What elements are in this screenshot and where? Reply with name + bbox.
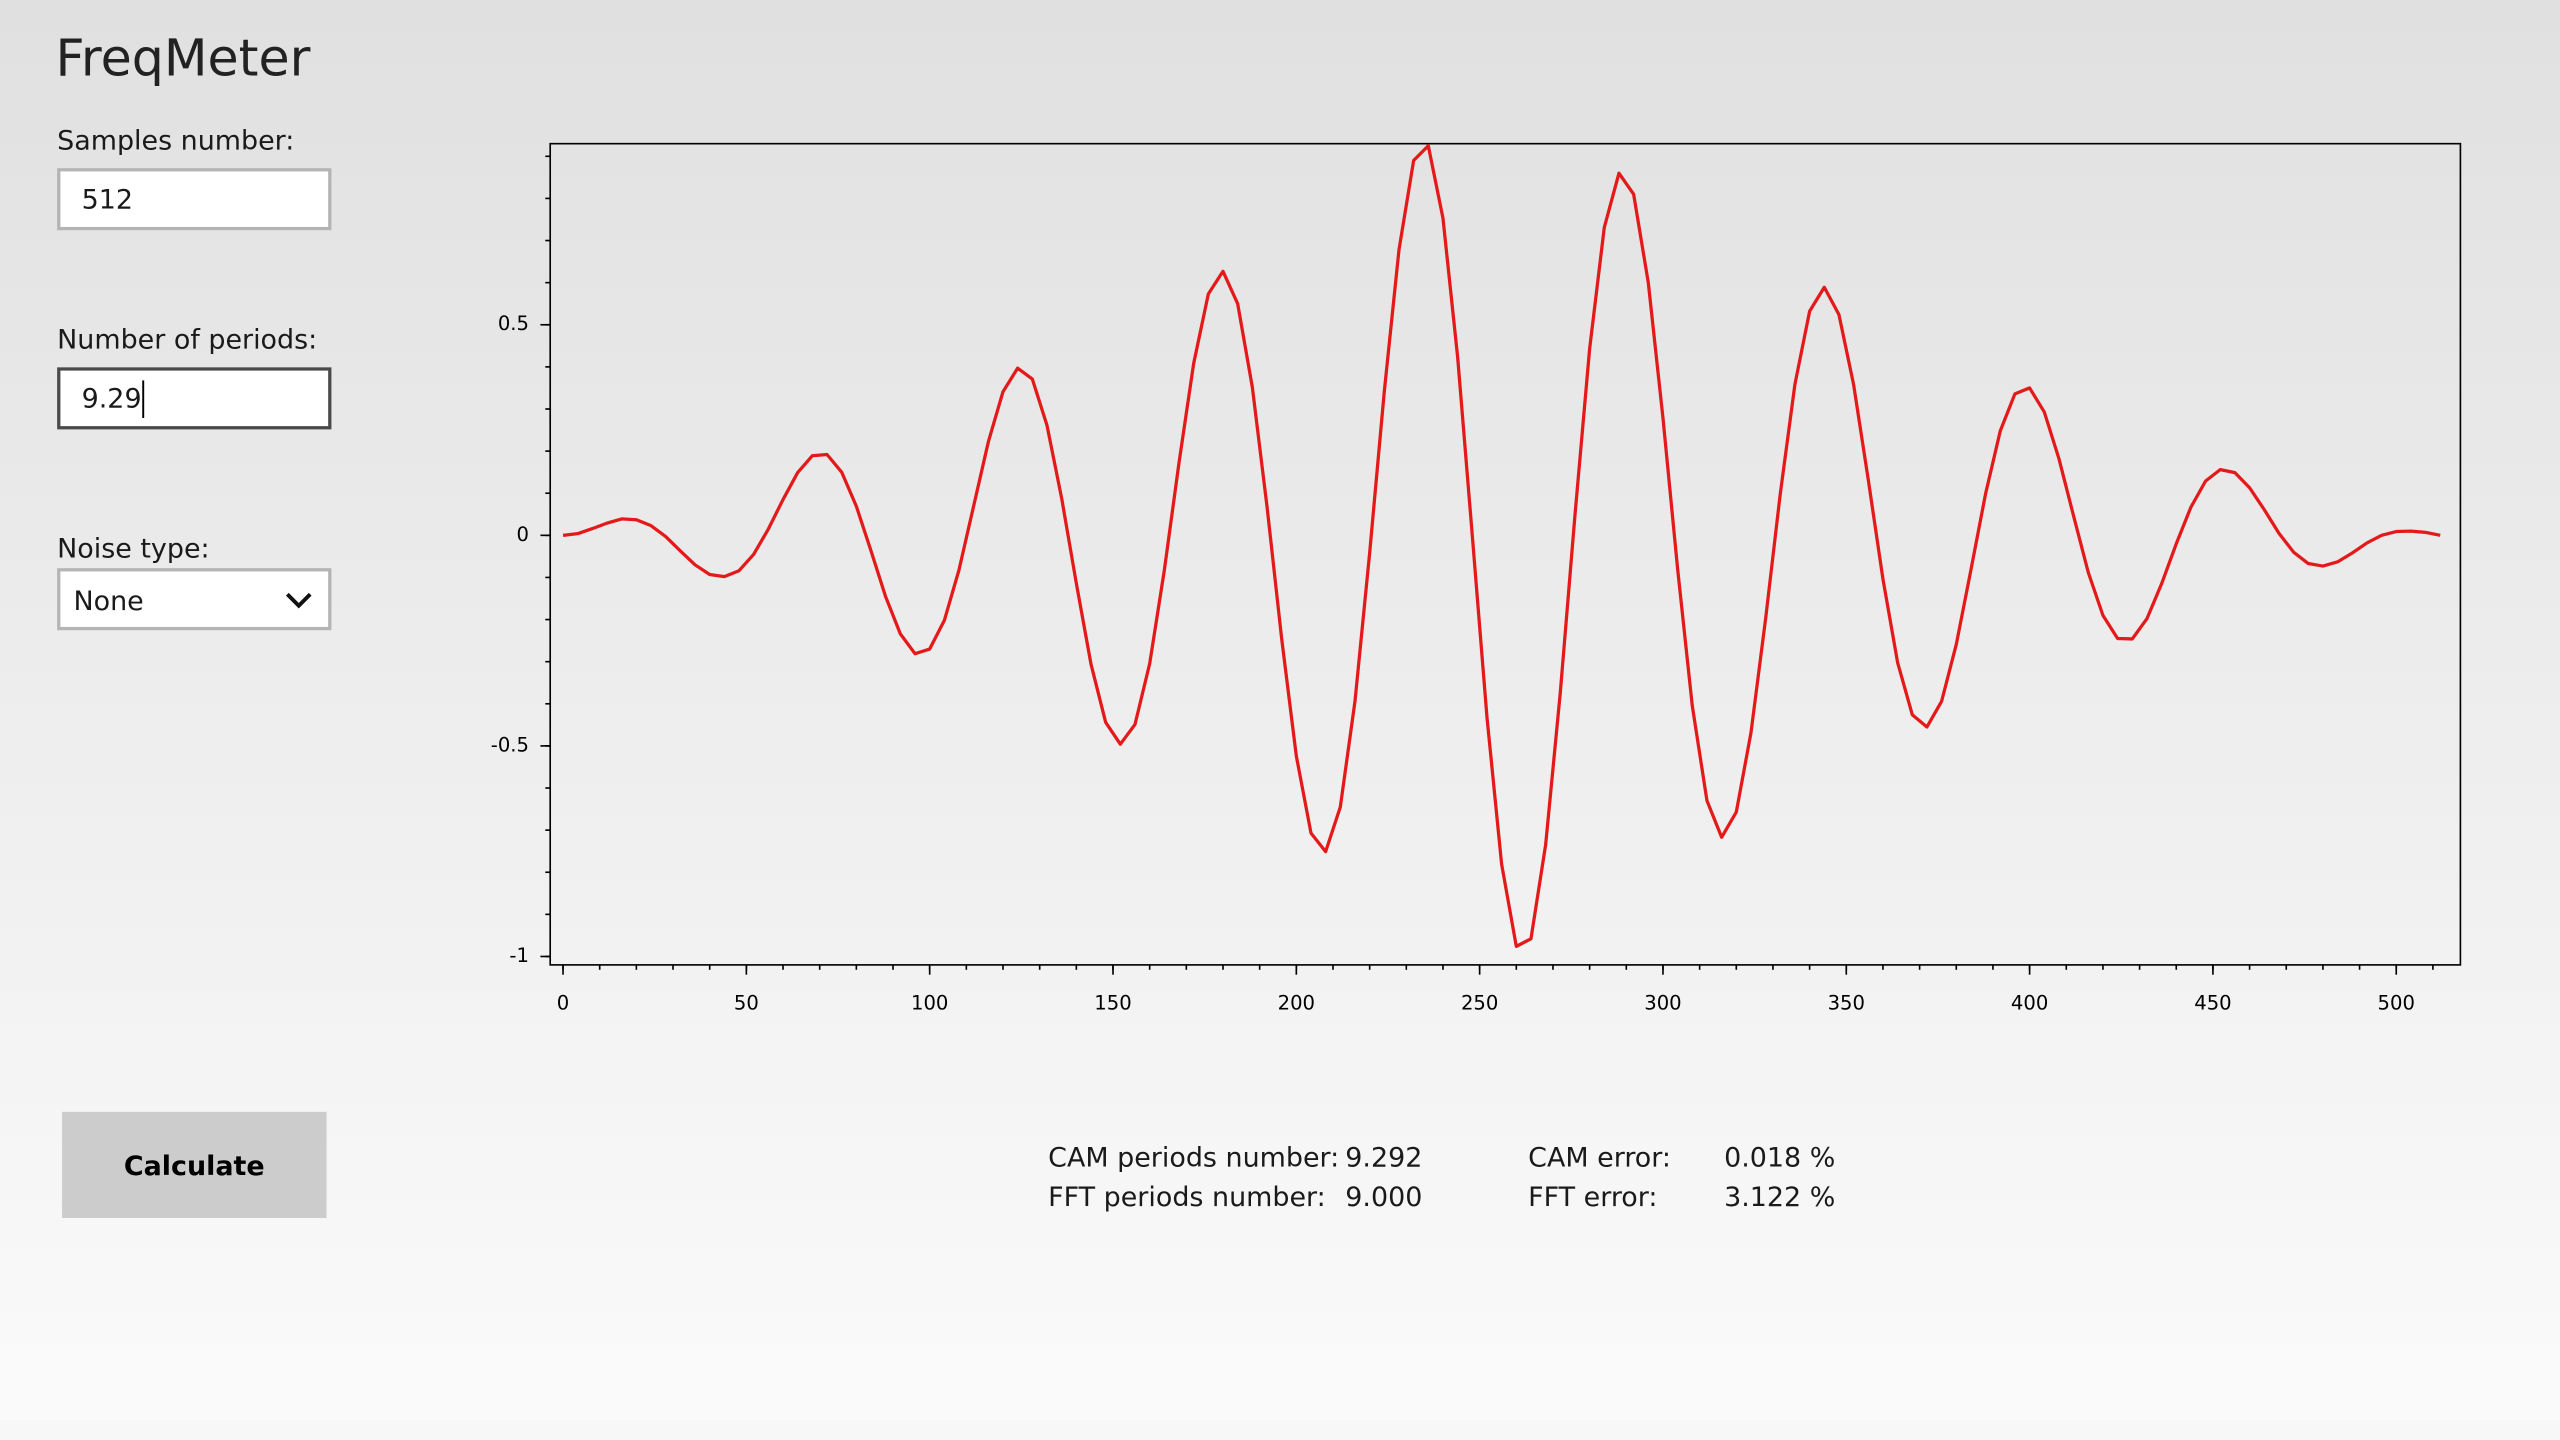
result-text: 3.122 % <box>1724 1182 1835 1213</box>
app-title: FreqMeter <box>56 29 311 88</box>
x-tick-label: 100 <box>911 992 948 1015</box>
y-tick-label: 0 <box>517 523 529 546</box>
x-tick-label: 400 <box>2011 992 2048 1015</box>
samples-input[interactable] <box>57 168 332 231</box>
calculate-button[interactable] <box>62 1111 327 1218</box>
x-tick-label: 350 <box>1828 992 1865 1015</box>
x-tick-label: 50 <box>734 992 759 1015</box>
y-tick-label: -0.5 <box>491 733 529 756</box>
x-tick-label: 450 <box>2194 992 2231 1015</box>
noise-value: None <box>73 586 143 617</box>
dropdown-chevron <box>285 592 312 609</box>
result-text: 9.000 <box>1345 1182 1422 1213</box>
x-tick-label: 300 <box>1644 992 1681 1015</box>
result-text: 9.292 <box>1345 1143 1422 1174</box>
signal-line <box>562 144 2441 948</box>
chart: -1 -0.5 0 0.5 0 50 100 150 200 250 300 350 400 450 500 <box>491 142 2462 1015</box>
result-text: 0.018 % <box>1724 1143 1835 1174</box>
result-text: CAM periods number: <box>1048 1143 1339 1174</box>
x-tick-label: 0 <box>557 992 569 1015</box>
periods-label: Number of periods: <box>57 325 317 356</box>
plot-frame <box>549 142 2462 966</box>
x-tick-label: 250 <box>1461 992 1498 1015</box>
result-text: CAM error: <box>1528 1143 1671 1174</box>
calculate-label: Calculate <box>124 1151 265 1182</box>
periods-value: 9.29 <box>82 383 142 414</box>
results: CAM periods number: 9.292 CAM error: 0.018 … <box>1048 1143 1835 1213</box>
x-tick-label: 200 <box>1278 992 1315 1015</box>
samples-label: Samples number: <box>57 126 294 157</box>
bottom-bar <box>0 1420 2560 1440</box>
result-text: FFT error: <box>1528 1182 1657 1213</box>
samples-value: 512 <box>82 184 133 215</box>
result-text: FFT periods number: <box>1048 1182 1326 1213</box>
periods-input[interactable] <box>57 367 332 430</box>
x-tick-label: 500 <box>2378 992 2415 1015</box>
y-tick-label: 0.5 <box>498 312 529 335</box>
y-tick-label: -1 <box>509 944 529 967</box>
x-tick-label: 150 <box>1094 992 1131 1015</box>
noise-label: Noise type: <box>57 534 209 565</box>
noise-select[interactable] <box>57 568 332 631</box>
